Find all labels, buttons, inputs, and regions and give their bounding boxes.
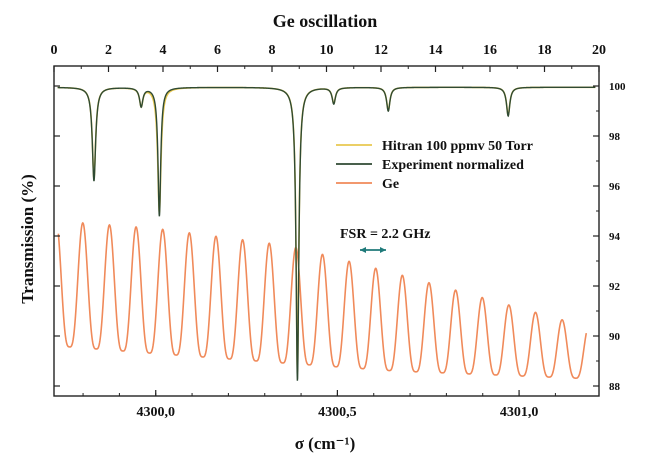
series-hitran-line bbox=[57, 86, 596, 372]
legend-label: Experiment normalized bbox=[382, 158, 524, 173]
top-tick-label: 10 bbox=[320, 43, 334, 58]
series-experiment-line bbox=[57, 86, 596, 381]
top-tick-label: 8 bbox=[269, 43, 276, 58]
x-axis-label: σ (cm⁻¹) bbox=[295, 434, 356, 453]
top-tick-label: 4 bbox=[160, 43, 167, 58]
plot-content bbox=[57, 86, 596, 381]
chart-title: Ge oscillation bbox=[273, 11, 378, 31]
top-tick-label: 14 bbox=[429, 43, 443, 58]
right-tick-label: 94 bbox=[609, 231, 621, 243]
legend-label: Hitran 100 ppmv 50 Torr bbox=[382, 139, 533, 154]
axes: 4300,0 4300,5 4301,0 0 2 4 6 8 10 12 14 16 18 20 88 90 9… bbox=[51, 43, 627, 420]
right-tick-label: 98 bbox=[609, 131, 621, 143]
right-tick-label: 96 bbox=[609, 181, 621, 193]
fsr-arrow-right-head bbox=[380, 247, 386, 253]
top-tick-label: 2 bbox=[105, 43, 112, 58]
top-tick-label: 6 bbox=[214, 43, 221, 58]
top-tick-label: 16 bbox=[483, 43, 497, 58]
right-tick-label: 88 bbox=[609, 381, 621, 393]
right-tick-label: 92 bbox=[609, 281, 621, 293]
bottom-tick-label: 4300,0 bbox=[136, 405, 175, 420]
fsr-annotation: FSR = 2.2 GHz bbox=[340, 227, 430, 253]
top-tick-label: 0 bbox=[51, 43, 58, 58]
top-tick-label: 18 bbox=[538, 43, 552, 58]
bottom-tick-label: 4300,5 bbox=[318, 405, 357, 420]
right-tick-label: 90 bbox=[609, 331, 621, 343]
series-ge-line bbox=[57, 221, 588, 379]
y-axis-label: Transmission (%) bbox=[18, 174, 37, 304]
legend-label: Ge bbox=[382, 177, 399, 192]
top-tick-label: 20 bbox=[592, 43, 606, 58]
fsr-label: FSR = 2.2 GHz bbox=[340, 227, 430, 242]
bottom-tick-label: 4301,0 bbox=[500, 405, 539, 420]
plot-frame bbox=[53, 65, 600, 397]
top-tick-label: 12 bbox=[374, 43, 388, 58]
fsr-arrow-left-head bbox=[360, 247, 366, 253]
legend: Hitran 100 ppmv 50 Torr Experiment normal… bbox=[336, 139, 533, 192]
right-tick-label: 100 bbox=[609, 81, 626, 93]
